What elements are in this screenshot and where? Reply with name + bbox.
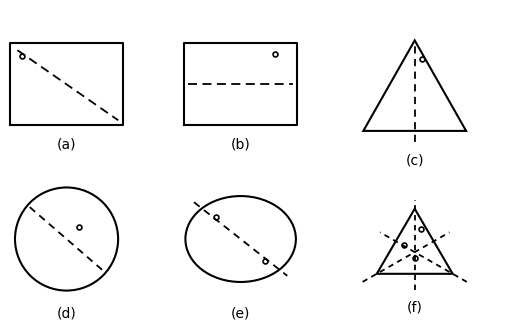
Text: (f): (f) bbox=[407, 300, 423, 314]
Text: (e): (e) bbox=[231, 307, 250, 320]
Text: (b): (b) bbox=[231, 137, 250, 151]
Text: (d): (d) bbox=[57, 307, 76, 320]
Text: (c): (c) bbox=[406, 154, 424, 168]
Text: (a): (a) bbox=[57, 137, 76, 151]
